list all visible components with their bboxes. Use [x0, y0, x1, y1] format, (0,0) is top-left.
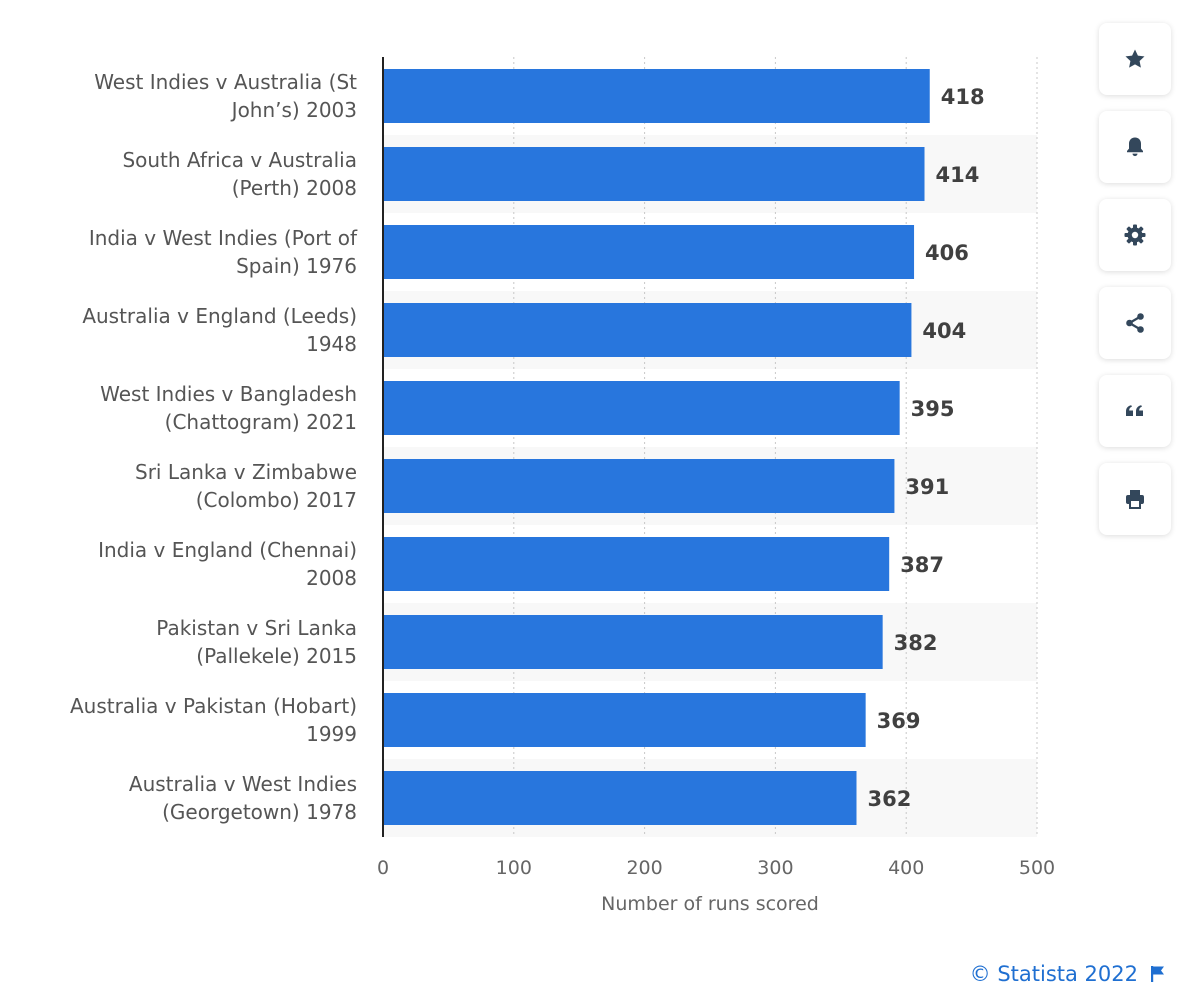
x-tick-label: 0 — [377, 857, 389, 879]
sidebar — [1099, 23, 1171, 551]
bar[interactable] — [383, 537, 890, 591]
category-label: West Indies v Bangladesh (Chattogram) 202… — [100, 382, 357, 434]
value-label: 404 — [922, 319, 966, 343]
x-tick-label: 500 — [1019, 857, 1055, 879]
category-label: West Indies v Australia (St John’s) 2003 — [94, 70, 357, 122]
print-icon — [1126, 490, 1144, 509]
flag-icon[interactable] — [1150, 965, 1166, 983]
category-label: Australia v West Indies (Georgetown) 1978 — [129, 772, 357, 824]
category-label: Sri Lanka v Zimbabwe (Colombo) 2017 — [135, 460, 357, 512]
value-label: 382 — [894, 631, 938, 655]
bar[interactable] — [383, 225, 915, 279]
value-label: 387 — [900, 553, 944, 577]
share-button[interactable] — [1099, 287, 1171, 359]
value-label: 395 — [911, 397, 955, 421]
bar-chart: 418 414 406 404 395 391 387 382 369 362 West Indi… — [70, 57, 1055, 915]
bar[interactable] — [383, 303, 912, 357]
gear-icon — [1124, 224, 1146, 246]
notification-button[interactable] — [1099, 111, 1171, 183]
footer: © Statista 2022 — [970, 962, 1166, 986]
x-tick-label: 400 — [888, 857, 924, 879]
share-icon — [1126, 313, 1144, 333]
category-labels: West Indies v Australia (St John’s) 2003 S… — [70, 70, 358, 824]
bar[interactable] — [383, 381, 900, 435]
value-label: 362 — [867, 787, 911, 811]
bars — [383, 69, 930, 825]
x-axis-title: Number of runs scored — [601, 893, 819, 915]
bar[interactable] — [383, 615, 883, 669]
print-button[interactable] — [1099, 463, 1171, 535]
bar[interactable] — [383, 147, 925, 201]
copyright-link[interactable]: © Statista 2022 — [969, 962, 1138, 986]
star-icon — [1125, 49, 1145, 68]
bar[interactable] — [383, 459, 895, 513]
category-label: Australia v Pakistan (Hobart) 1999 — [70, 694, 357, 746]
value-label: 406 — [925, 241, 969, 265]
x-tick-labels: 0 100 200 300 400 500 — [377, 857, 1055, 879]
value-label: 369 — [877, 709, 921, 733]
favorite-button[interactable] — [1099, 23, 1171, 95]
bar[interactable] — [383, 69, 930, 123]
value-label: 418 — [941, 85, 985, 109]
x-tick-label: 100 — [496, 857, 532, 879]
bar[interactable] — [383, 771, 857, 825]
category-label: Australia v England (Leeds) 1948 — [82, 304, 357, 356]
x-tick-label: 300 — [757, 857, 793, 879]
value-label: 391 — [905, 475, 949, 499]
category-label: Pakistan v Sri Lanka (Pallekele) 2015 — [156, 616, 357, 668]
category-label: India v West Indies (Port of Spain) 1976 — [89, 226, 358, 278]
bell-icon — [1127, 137, 1143, 157]
category-label: India v England (Chennai) 2008 — [98, 538, 357, 590]
value-labels: 418 414 406 404 395 391 387 382 369 362 — [867, 85, 984, 811]
value-label: 414 — [936, 163, 980, 187]
quote-icon — [1126, 405, 1143, 416]
cite-button[interactable] — [1099, 375, 1171, 447]
bar[interactable] — [383, 693, 866, 747]
category-label: South Africa v Australia (Perth) 2008 — [122, 148, 357, 200]
x-tick-label: 200 — [626, 857, 662, 879]
settings-button[interactable] — [1099, 199, 1171, 271]
